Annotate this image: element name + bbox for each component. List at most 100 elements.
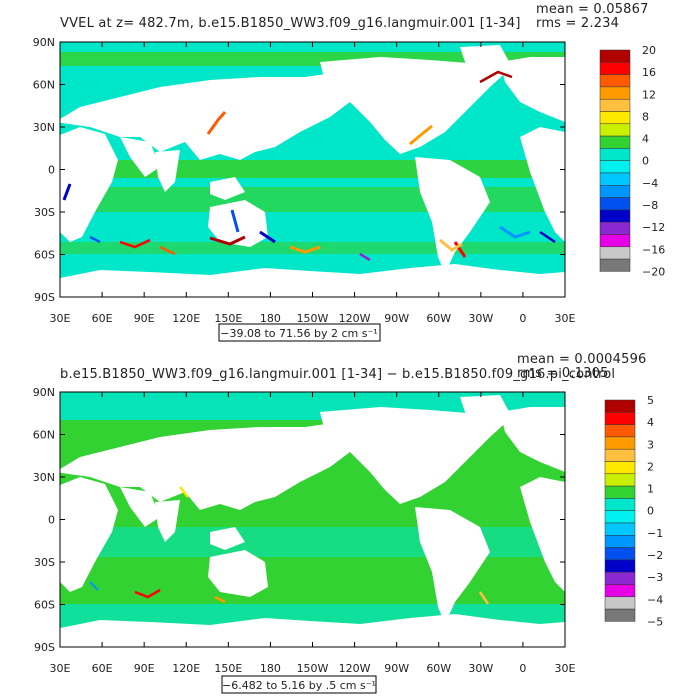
panel-1-features — [62, 70, 556, 262]
panel-2-ytick-labels: 90N 60N 30N 0 30S 60S 90S — [33, 386, 55, 654]
panel-1-colorbar: 20 16 12 8 4 0 −4 −8 −12 −16 −20 — [599, 44, 665, 278]
ytick-label: 0 — [48, 164, 55, 177]
panel-1-map — [55, 41, 566, 298]
panel-1-ytick-labels: 90N 60N 30N 0 30S 60S 90S — [33, 36, 55, 304]
xtick-label: 120E — [172, 662, 200, 675]
colorbar-swatch — [604, 559, 636, 573]
xtick-label: 150W — [297, 662, 329, 675]
xtick-label: 120W — [339, 662, 371, 675]
colorbar-swatch — [604, 510, 636, 524]
xtick-label: 120E — [172, 312, 200, 325]
colorbar-swatch — [604, 535, 636, 548]
ytick-label: 60N — [33, 429, 55, 442]
colorbar-label: 8 — [642, 110, 649, 123]
panel-2-title: b.e15.B1850_WW3.f09_g16.langmuir.001 [1-… — [60, 367, 615, 382]
panel-2-rms: rms = 0.1305 — [517, 366, 609, 381]
colorbar-label: −4 — [642, 177, 658, 190]
colorbar-swatch — [599, 246, 631, 260]
colorbar-swatch — [604, 436, 636, 450]
xtick-label: 0 — [519, 312, 526, 325]
xtick-label: 90W — [384, 662, 409, 675]
colorbar-swatch — [599, 172, 631, 186]
ytick-label: 90S — [34, 291, 55, 304]
colorbar-label: −16 — [642, 243, 665, 256]
colorbar-label: −5 — [647, 615, 663, 628]
xtick-label: 60E — [92, 662, 113, 675]
xtick-label: 90E — [134, 312, 155, 325]
ytick-label: 30S — [34, 206, 55, 219]
colorbar-label: −4 — [647, 593, 663, 606]
xtick-label: 30W — [468, 662, 493, 675]
ytick-label: 30N — [33, 471, 55, 484]
xtick-label: 60W — [426, 662, 451, 675]
panel-1-xtick-labels: 30E 60E 90E 120E 150E 180 150W 120W 90W 60W 30W 0 30… — [50, 312, 576, 325]
colorbar-swatch — [599, 185, 631, 198]
panel-1-range-box — [218, 323, 381, 342]
xtick-label: 30E — [50, 662, 71, 675]
panel-2-map — [55, 391, 566, 648]
colorbar-swatch — [604, 547, 636, 561]
colorbar-swatch — [604, 448, 636, 462]
colorbar-swatch — [599, 209, 631, 223]
colorbar-label: 4 — [647, 416, 654, 429]
ytick-label: 90S — [34, 641, 55, 654]
colorbar-label: −8 — [642, 199, 658, 212]
colorbar-swatch — [604, 412, 636, 425]
xtick-label: 120W — [339, 312, 371, 325]
colorbar-swatch — [599, 86, 631, 100]
panel-2-colorbar: 5 4 3 2 1 0 −1 −2 −3 −4 −5 — [604, 394, 663, 628]
xtick-label: 60W — [426, 312, 451, 325]
colorbar-swatch — [599, 234, 631, 248]
panel-1: VVEL at z= 482.7m, b.e15.B1850_WW3.f09_g… — [33, 2, 665, 342]
colorbar-swatch — [604, 461, 636, 475]
colorbar-swatch — [599, 62, 631, 75]
xtick-label: 60E — [92, 312, 113, 325]
colorbar-label: 1 — [647, 483, 654, 496]
colorbar-swatch — [604, 522, 636, 536]
colorbar-label: −20 — [642, 265, 665, 278]
colorbar-swatch — [604, 473, 636, 487]
xtick-label: 180 — [260, 662, 281, 675]
colorbar-swatch — [599, 135, 631, 149]
colorbar-label: −12 — [642, 221, 665, 234]
xtick-label: 30E — [555, 662, 576, 675]
xtick-label: 30E — [50, 312, 71, 325]
panel-1-mean: mean = 0.05867 — [536, 2, 649, 17]
colorbar-swatch — [604, 596, 636, 610]
xtick-label: 30W — [468, 312, 493, 325]
ytick-label: 90N — [33, 386, 55, 399]
panel-2-mean: mean = 0.0004596 — [517, 352, 647, 367]
panel-1-rms: rms = 2.234 — [536, 16, 619, 31]
ytick-label: 30S — [34, 556, 55, 569]
colorbar-label: −1 — [647, 527, 663, 540]
colorbar-label: 16 — [642, 66, 656, 79]
xtick-label: 180 — [260, 312, 281, 325]
ytick-label: 30N — [33, 121, 55, 134]
colorbar-label: −2 — [647, 549, 663, 562]
xtick-label: 150E — [214, 312, 242, 325]
xtick-label: 90W — [384, 312, 409, 325]
ytick-label: 60N — [33, 79, 55, 92]
colorbar-label: 4 — [642, 133, 649, 146]
xtick-label: 150W — [297, 312, 329, 325]
colorbar-swatch — [599, 111, 631, 125]
colorbar-label: 2 — [647, 460, 654, 473]
colorbar-label: −3 — [647, 571, 663, 584]
colorbar-swatch — [604, 424, 636, 438]
colorbar-label: 0 — [647, 505, 654, 518]
colorbar-label: 5 — [647, 394, 654, 407]
colorbar-label: 3 — [647, 438, 654, 451]
colorbar-swatch — [599, 123, 631, 137]
xtick-label: 0 — [519, 662, 526, 675]
colorbar-swatch — [604, 498, 636, 511]
colorbar-swatch — [604, 485, 636, 499]
panel-1-range-label: −39.08 to 71.56 by 2 cm s⁻¹ — [220, 327, 377, 340]
panel-2-features — [89, 486, 490, 605]
colorbar-swatch — [604, 584, 636, 598]
panel-2: b.e15.B1850_WW3.f09_g16.langmuir.001 [1-… — [33, 352, 663, 694]
colorbar-swatch — [604, 608, 636, 622]
colorbar-swatch — [599, 258, 631, 272]
colorbar-swatch — [599, 160, 631, 174]
colorbar-swatch — [599, 221, 631, 235]
